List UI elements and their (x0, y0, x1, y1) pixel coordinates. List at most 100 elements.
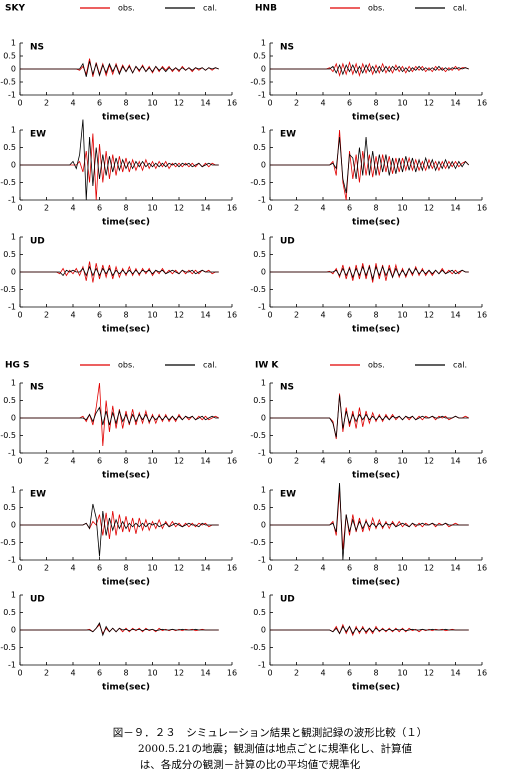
x-tick-label: 10 (397, 457, 407, 466)
x-tick-label: 8 (123, 311, 128, 320)
y-tick-label: 0 (11, 65, 16, 74)
component-label: UD (30, 237, 45, 247)
waveform (20, 622, 219, 637)
x-tick-label: 14 (450, 204, 460, 213)
x-tick-label: 12 (424, 564, 434, 573)
x-tick-label: 8 (373, 669, 378, 678)
x-tick-label: 16 (477, 669, 487, 678)
caption-line: 図－９．２３ シミュレーション結果と観測記録の波形比較（１） (113, 726, 428, 739)
y-tick-label: -1 (258, 91, 266, 100)
y-tick-label: 1 (11, 39, 16, 48)
y-tick-label: 1 (261, 39, 266, 48)
y-tick-label: -1 (8, 449, 16, 458)
x-tick-label: 16 (477, 457, 487, 466)
x-tick-label: 6 (347, 204, 352, 213)
x-tick-label: 6 (97, 99, 102, 108)
x-tick-label: 10 (147, 564, 157, 573)
station-label: HNB (255, 4, 277, 14)
waveform (20, 265, 219, 277)
y-tick-label: -1 (8, 661, 16, 670)
y-tick-label: -1 (258, 661, 266, 670)
x-tick-label: 0 (267, 99, 272, 108)
x-tick-label: 8 (373, 99, 378, 108)
legend-label: cal. (453, 4, 467, 13)
y-tick-label: 1 (261, 233, 266, 242)
x-tick-label: 8 (123, 564, 128, 573)
x-tick-label: 2 (294, 204, 299, 213)
y-tick-label: 1 (261, 486, 266, 495)
component-label: UD (30, 595, 45, 605)
component-label: NS (30, 43, 44, 53)
y-tick-label: -0.5 (250, 431, 266, 440)
station-label: HG S (5, 361, 30, 371)
x-axis-label: time(sec) (352, 113, 400, 123)
waveform (270, 625, 469, 635)
x-tick-label: 12 (174, 99, 184, 108)
y-tick-label: -0.5 (0, 285, 16, 294)
y-tick-label: -0.5 (250, 285, 266, 294)
y-tick-label: 0.5 (253, 503, 266, 512)
x-tick-label: 8 (373, 457, 378, 466)
x-tick-label: 0 (267, 669, 272, 678)
x-tick-label: 12 (174, 311, 184, 320)
x-tick-label: 12 (424, 457, 434, 466)
x-tick-label: 10 (147, 204, 157, 213)
x-tick-label: 4 (70, 457, 75, 466)
y-tick-label: -0.5 (0, 78, 16, 87)
y-tick-label: 0 (261, 268, 266, 277)
component-label: EW (280, 130, 296, 140)
component-label: EW (280, 490, 296, 500)
x-tick-label: 14 (450, 564, 460, 573)
x-tick-label: 14 (450, 457, 460, 466)
station-label: SKY (5, 4, 25, 14)
y-tick-label: -1 (258, 303, 266, 312)
x-tick-label: 14 (200, 99, 210, 108)
y-tick-label: -1 (8, 303, 16, 312)
x-tick-label: 8 (123, 457, 128, 466)
caption-line: は、各成分の観測－計算の比の平均値で規準化 (140, 758, 361, 769)
x-axis-label: time(sec) (102, 325, 150, 335)
x-tick-label: 2 (294, 669, 299, 678)
legend-label: cal. (203, 361, 217, 370)
x-axis-label: time(sec) (102, 683, 150, 693)
y-tick-label: 1 (11, 486, 16, 495)
x-tick-label: 14 (450, 311, 460, 320)
x-tick-label: 0 (267, 204, 272, 213)
x-tick-label: 16 (227, 204, 237, 213)
y-tick-label: -1 (258, 556, 266, 565)
waveform (270, 136, 470, 194)
y-tick-label: -0.5 (0, 178, 16, 187)
y-tick-label: 0 (11, 161, 16, 170)
x-tick-label: 2 (44, 669, 49, 678)
x-tick-label: 2 (294, 457, 299, 466)
y-tick-label: 0 (261, 65, 266, 74)
x-tick-label: 2 (44, 204, 49, 213)
x-tick-label: 8 (123, 204, 128, 213)
x-tick-label: 2 (44, 457, 49, 466)
x-tick-label: 16 (227, 669, 237, 678)
x-tick-label: 6 (347, 457, 352, 466)
y-tick-label: 1 (261, 126, 266, 135)
x-tick-label: 6 (347, 564, 352, 573)
y-tick-label: -0.5 (0, 431, 16, 440)
y-tick-label: 0 (261, 521, 266, 530)
y-tick-label: -0.5 (250, 178, 266, 187)
x-axis-label: time(sec) (102, 578, 150, 588)
x-tick-label: 16 (477, 204, 487, 213)
waveform (270, 265, 469, 281)
x-tick-label: 0 (17, 457, 22, 466)
x-tick-label: 0 (17, 204, 22, 213)
waveform (270, 64, 469, 76)
x-tick-label: 4 (70, 204, 75, 213)
x-tick-label: 8 (373, 311, 378, 320)
y-tick-label: -1 (8, 196, 16, 205)
x-tick-label: 12 (174, 564, 184, 573)
x-tick-label: 16 (477, 311, 487, 320)
x-tick-label: 12 (174, 204, 184, 213)
x-tick-label: 4 (70, 311, 75, 320)
y-tick-label: 1 (11, 126, 16, 135)
y-tick-label: 0.5 (3, 396, 16, 405)
y-tick-label: 0.5 (3, 608, 16, 617)
x-tick-label: 12 (424, 204, 434, 213)
x-axis-label: time(sec) (352, 578, 400, 588)
